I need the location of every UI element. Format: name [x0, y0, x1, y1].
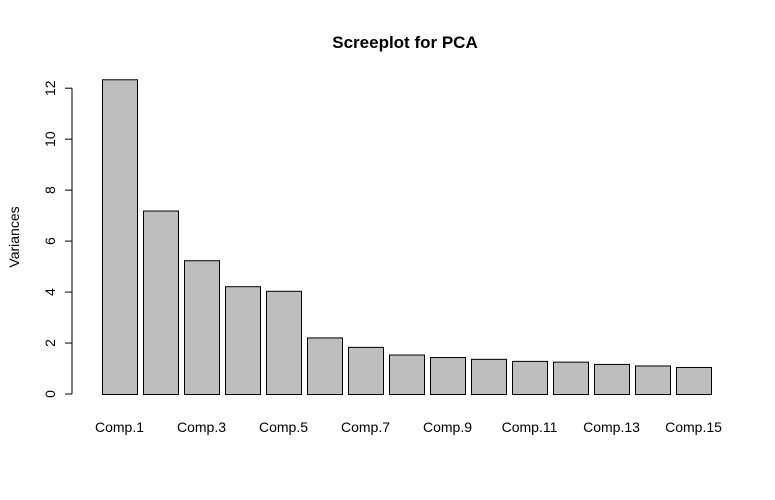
bar-comp-2: [143, 210, 179, 395]
bar-comp-6: [307, 337, 343, 396]
bar-comp-10: [471, 358, 507, 395]
x-category-label: Comp.11: [502, 419, 558, 435]
y-tick-label: 4: [42, 288, 58, 296]
bar-comp-12: [553, 361, 589, 396]
bar-comp-15: [676, 366, 712, 395]
x-category-label: Comp.3: [177, 419, 226, 435]
bar-comp-11: [512, 360, 548, 396]
y-axis: 0 2 4 6 8 10 12: [42, 80, 73, 398]
bars: [102, 79, 712, 396]
y-tick-label: 2: [42, 339, 58, 347]
x-category-label: Comp.9: [423, 419, 472, 435]
y-tick-label: 6: [42, 237, 58, 245]
bar-comp-1: [102, 79, 138, 395]
y-tick-label: 10: [42, 131, 58, 147]
x-category-label: Comp.13: [583, 419, 640, 435]
x-category-label: Comp.15: [665, 419, 722, 435]
bar-comp-9: [430, 357, 466, 396]
bar-comp-3: [184, 260, 220, 396]
y-tick-label: 12: [42, 80, 58, 96]
bar-comp-13: [594, 363, 630, 396]
y-tick-label: 8: [42, 186, 58, 194]
bar-comp-4: [225, 286, 261, 395]
x-category-label: Comp.1: [95, 419, 144, 435]
chart-title: Screeplot for PCA: [332, 33, 477, 52]
bar-comp-8: [389, 354, 425, 395]
x-category-labels: Comp.1 Comp.3 Comp.5 Comp.7 Comp.9 Comp.11 Com…: [95, 419, 722, 435]
bar-comp-14: [635, 365, 671, 396]
bar-comp-5: [266, 290, 302, 395]
y-tick-label: 0: [42, 390, 58, 398]
x-category-label: Comp.5: [259, 419, 308, 435]
bar-comp-7: [348, 346, 384, 395]
x-category-label: Comp.7: [341, 419, 390, 435]
y-axis-label: Variances: [6, 206, 22, 267]
